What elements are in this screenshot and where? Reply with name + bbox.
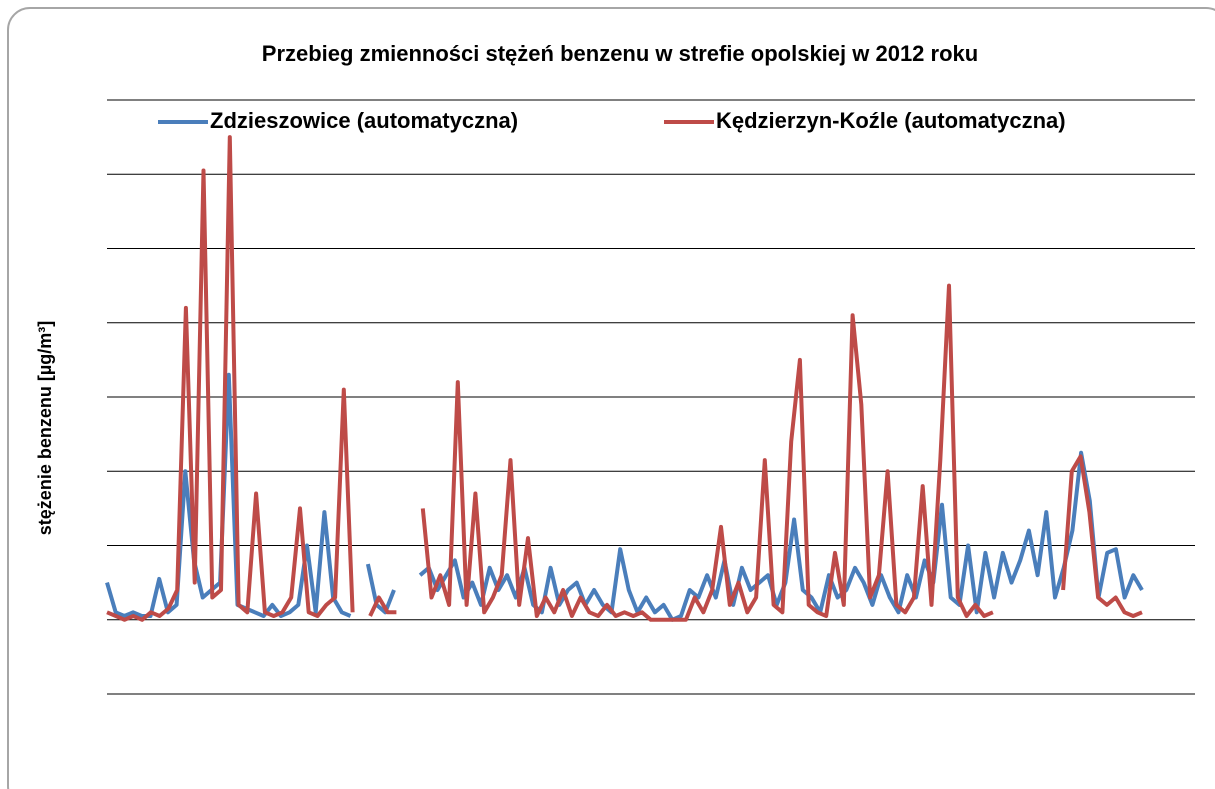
y-axis-label: stężenie benzenu [µg/m³] [35,321,55,535]
legend-label: Zdzieszowice (automatyczna) [210,108,518,133]
legend-label: Kędzierzyn-Koźle (automatyczna) [716,108,1066,133]
chart-title: Przebieg zmienności stężeń benzenu w str… [262,41,978,66]
series-line [106,135,1143,622]
